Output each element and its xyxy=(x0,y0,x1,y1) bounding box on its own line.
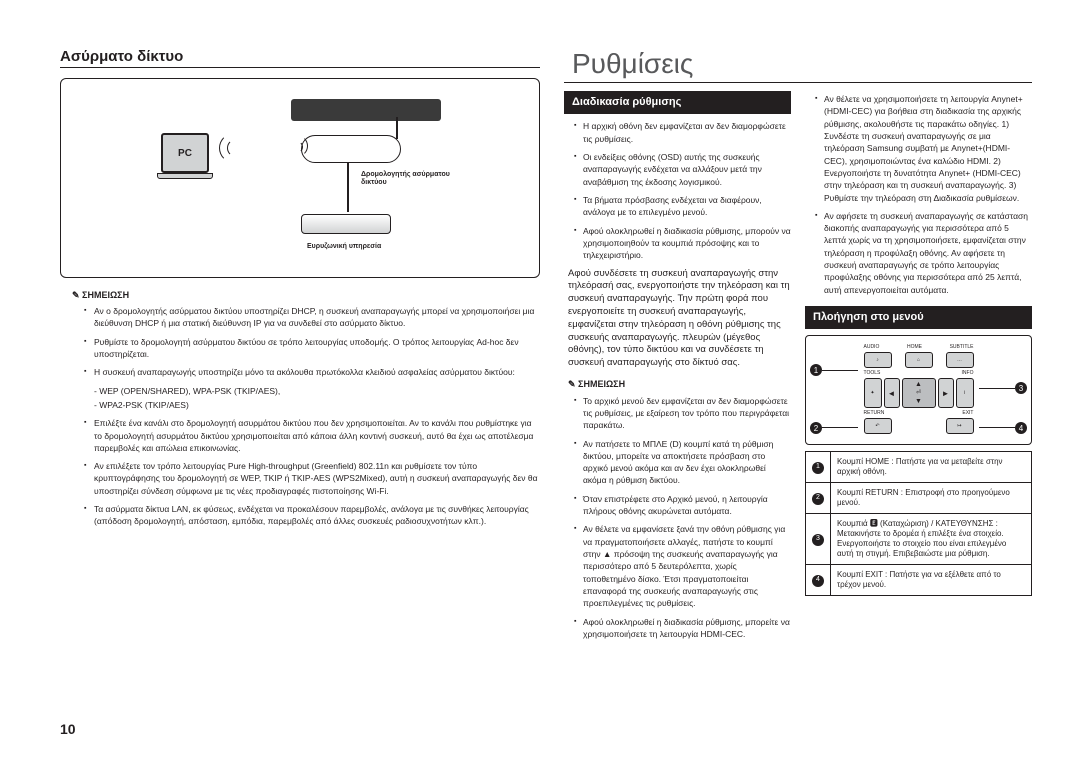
btn-label: SUBTITLE xyxy=(950,344,974,351)
col2-list: Αν θέλετε να χρησιμοποιήσετε τη λειτουργ… xyxy=(805,93,1032,296)
audio-button: ♪ xyxy=(864,352,892,368)
note-heading: ΣΗΜΕΙΩΣΗ xyxy=(72,290,540,301)
modem-label: Ευρυζωνική υπηρεσία xyxy=(307,243,381,250)
main-paragraph: Αφού συνδέσετε τη συσκευή αναπαραγωγής σ… xyxy=(568,268,791,371)
btn-label: HOME xyxy=(907,344,922,351)
list-item: Επιλέξτε ένα κανάλι στο δρομολογητή ασυρ… xyxy=(84,417,540,454)
procedure-list: Η αρχική οθόνη δεν εμφανίζεται αν δεν δι… xyxy=(564,120,791,261)
row-num-2: 2 xyxy=(812,493,824,505)
list-item: Αν θέλετε να εμφανίσετε ξανά την οθόνη ρ… xyxy=(574,523,791,609)
note-list-1: Αν ο δρομολογητής ασύρματου δικτύου υποσ… xyxy=(60,305,540,379)
list-item: Όταν επιστρέφετε στο Αρχικό μενού, η λει… xyxy=(574,493,791,518)
network-diagram: PC Δρομολογητής ασύρματου δικτύου Ευρυζω… xyxy=(60,78,540,278)
right-button: ► xyxy=(938,378,954,408)
callout-4: 4 xyxy=(1015,422,1027,434)
table-row: 4 Κουμπί EXIT : Πατήστε για να εξέλθετε … xyxy=(806,565,1032,596)
list-item: Τα βήματα πρόσβασης ενδέχεται να διαφέρο… xyxy=(574,194,791,219)
list-item: Το αρχικό μενού δεν εμφανίζεται αν δεν δ… xyxy=(574,395,791,432)
btn-label: RETURN xyxy=(864,410,885,417)
page-number: 10 xyxy=(60,721,76,737)
row-desc: Κουμπί RETURN : Επιστροφή στο προηγούμεν… xyxy=(831,483,1032,514)
list-item: Αν ο δρομολογητής ασύρματου δικτύου υποσ… xyxy=(84,305,540,330)
left-button: ◄ xyxy=(884,378,900,408)
btn-label: AUDIO xyxy=(864,344,880,351)
tools-button: ✦ xyxy=(864,378,882,408)
list-item: Αφού ολοκληρωθεί η διαδικασία ρύθμισης, … xyxy=(574,225,791,262)
list-item: Αν θέλετε να χρησιμοποιήσετε τη λειτουργ… xyxy=(815,93,1032,204)
note-heading-2: ΣΗΜΕΙΩΣΗ xyxy=(568,378,791,391)
list-item: Οι ενδείξεις οθόνης (OSD) αυτής της συσκ… xyxy=(574,151,791,188)
note-list-2: Επιλέξτε ένα κανάλι στο δρομολογητή ασυρ… xyxy=(60,417,540,528)
btn-label: TOOLS xyxy=(864,370,881,377)
pc-icon: PC xyxy=(161,133,209,173)
callout-1: 1 xyxy=(810,364,822,376)
router-label: Δρομολογητής ασύρματου δικτύου xyxy=(361,171,450,186)
table-row: 1 Κουμπί HOME : Πατήστε για να μεταβείτε… xyxy=(806,452,1032,483)
home-button: ⌂ xyxy=(905,352,933,368)
row-desc: Κουμπί HOME : Πατήστε για να μεταβείτε σ… xyxy=(831,452,1032,483)
exit-button: ↦ xyxy=(946,418,974,434)
callout-3: 3 xyxy=(1015,382,1027,394)
row-num-4: 4 xyxy=(812,575,824,587)
nav-table: 1 Κουμπί HOME : Πατήστε για να μεταβείτε… xyxy=(805,451,1032,596)
sub-item: WEP (OPEN/SHARED), WPA-PSK (TKIP/AES), xyxy=(60,385,540,397)
list-item: Αν αφήσετε τη συσκευή αναπαραγωγής σε κα… xyxy=(815,210,1032,296)
page-title: Ρυθμίσεις xyxy=(572,48,693,79)
row-desc: Κουμπιά 🅴 (Καταχώριση) / ΚΑΤΕΥΘΥΝΣΗΣ : Μ… xyxy=(831,514,1032,565)
sub-item: WPA2-PSK (TKIP/AES) xyxy=(60,399,540,411)
info-button: i xyxy=(956,378,974,408)
list-item: Αφού ολοκληρωθεί η διαδικασία ρύθμισης, … xyxy=(574,616,791,641)
list-item: Ρυθμίστε το δρομολογητή ασύρματου δικτύο… xyxy=(84,336,540,361)
left-section-title: Ασύρματο δίκτυο xyxy=(60,48,183,65)
list-item: Η αρχική οθόνη δεν εμφανίζεται αν δεν δι… xyxy=(574,120,791,145)
subtitle-button: … xyxy=(946,352,974,368)
procedure-heading: Διαδικασία ρύθμισης xyxy=(564,91,791,114)
enter-button: ▲ ▼ ⏎ xyxy=(902,378,936,408)
btn-label: EXIT xyxy=(962,410,973,417)
list-item: Η συσκευή αναπαραγωγής υποστηρίζει μόνο … xyxy=(84,366,540,378)
list-item: Αν επιλέξετε τον τρόπο λειτουργίας Pure … xyxy=(84,460,540,497)
return-button: ↶ xyxy=(864,418,892,434)
row-desc: Κουμπί EXIT : Πατήστε για να εξέλθετε απ… xyxy=(831,565,1032,596)
router-icon xyxy=(301,135,401,163)
list-item: Τα ασύρματα δίκτυα LAN, εκ φύσεως, ενδέχ… xyxy=(84,503,540,528)
table-row: 2 Κουμπί RETURN : Επιστροφή στο προηγούμ… xyxy=(806,483,1032,514)
callout-2: 2 xyxy=(810,422,822,434)
modem-icon xyxy=(301,214,391,234)
list-item: Αν πατήσετε το ΜΠΛΕ (D) κουμπί κατά τη ρ… xyxy=(574,438,791,487)
player-icon xyxy=(291,99,441,121)
remote-diagram: 1 2 3 4 AUDIO HOME SUBTITLE xyxy=(805,335,1032,445)
btn-label: INFO xyxy=(962,370,974,377)
nav-heading: Πλοήγηση στο μενού xyxy=(805,306,1032,329)
row-num-3: 3 xyxy=(812,534,824,546)
row-num-1: 1 xyxy=(812,462,824,474)
table-row: 3 Κουμπιά 🅴 (Καταχώριση) / ΚΑΤΕΥΘΥΝΣΗΣ :… xyxy=(806,514,1032,565)
note-list-3: Το αρχικό μενού δεν εμφανίζεται αν δεν δ… xyxy=(564,395,791,641)
